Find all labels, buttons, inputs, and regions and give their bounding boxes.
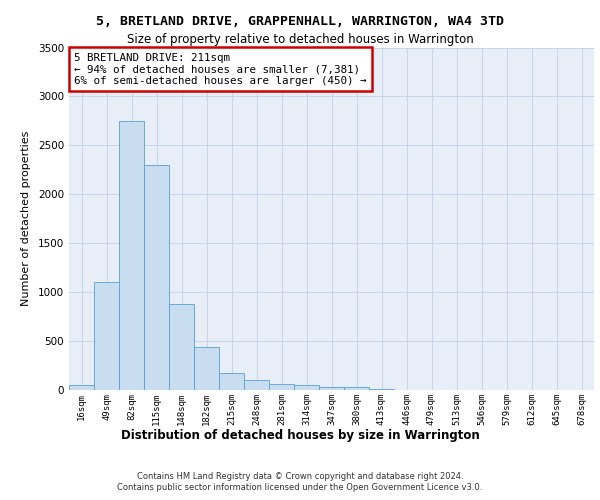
Bar — [244, 380, 269, 390]
Bar — [194, 347, 219, 390]
Text: Contains HM Land Registry data © Crown copyright and database right 2024.: Contains HM Land Registry data © Crown c… — [137, 472, 463, 481]
Bar — [369, 388, 394, 390]
Bar — [169, 304, 194, 390]
Bar — [69, 385, 94, 390]
Bar — [94, 282, 119, 390]
Y-axis label: Number of detached properties: Number of detached properties — [21, 131, 31, 306]
Text: 5 BRETLAND DRIVE: 211sqm
← 94% of detached houses are smaller (7,381)
6% of semi: 5 BRETLAND DRIVE: 211sqm ← 94% of detach… — [74, 52, 367, 86]
Bar — [269, 384, 294, 390]
Bar — [119, 121, 144, 390]
Bar — [319, 386, 344, 390]
Bar — [294, 385, 319, 390]
Text: Size of property relative to detached houses in Warrington: Size of property relative to detached ho… — [127, 32, 473, 46]
Bar — [219, 373, 244, 390]
Text: Contains public sector information licensed under the Open Government Licence v3: Contains public sector information licen… — [118, 484, 482, 492]
Bar — [344, 387, 369, 390]
Text: Distribution of detached houses by size in Warrington: Distribution of detached houses by size … — [121, 430, 479, 442]
Text: 5, BRETLAND DRIVE, GRAPPENHALL, WARRINGTON, WA4 3TD: 5, BRETLAND DRIVE, GRAPPENHALL, WARRINGT… — [96, 15, 504, 28]
Bar — [144, 165, 169, 390]
